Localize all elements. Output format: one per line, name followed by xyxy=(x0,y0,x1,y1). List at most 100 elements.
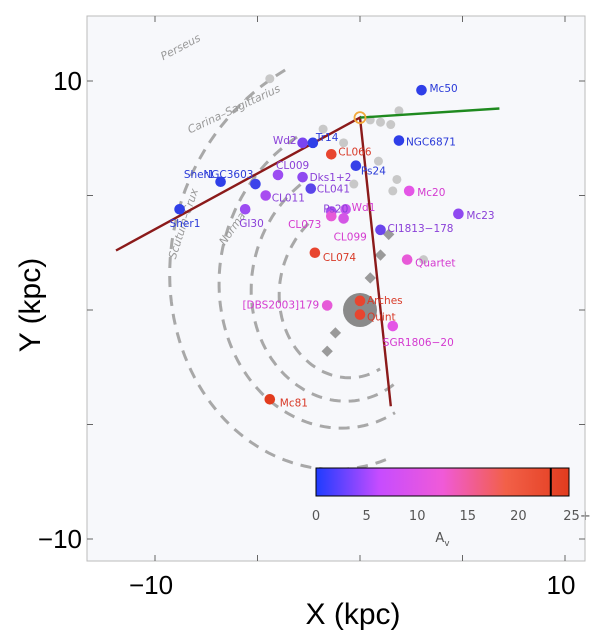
cluster-labels-layer: Mc50 NGC6871 Wd2 Tr14 CL066 Ps24 NGC3603 CL009D… xyxy=(170,83,495,409)
colorbar-tick-label-0: 0 xyxy=(312,509,320,524)
cluster-label-ps24: Ps24 xyxy=(361,166,386,178)
axis-ticks-layer: −10 10 10 −10 xyxy=(38,16,585,600)
cluster-point-sgr1806-20 xyxy=(387,320,399,332)
cluster-label-mc81: Mc81 xyxy=(280,397,308,409)
cluster-point-cl099 xyxy=(338,213,349,224)
cluster-label-cl009: CL009 xyxy=(276,160,309,172)
cluster-point-mc81 xyxy=(264,394,276,405)
cluster-label-gi30: GI30 xyxy=(239,218,264,230)
cluster-label-dbs2003-179: [DBS2003]179 xyxy=(242,299,319,311)
cluster-label-cl041: CL041 xyxy=(317,184,350,196)
y-tick-label-10: 10 xyxy=(53,66,82,96)
x-axis-label: X (kpc) xyxy=(305,598,400,631)
spiral-arm-perseus xyxy=(168,68,392,472)
colorbar-tick-label-15: 15 xyxy=(460,509,477,524)
grey-diamond xyxy=(374,249,387,261)
cluster-point-wd1 xyxy=(340,203,351,215)
cluster-point-mc23 xyxy=(453,208,464,220)
cluster-label-wd2: Wd2 xyxy=(273,135,297,147)
colorbar-tick-label-10: 10 xyxy=(409,509,426,524)
colorbar: 0 5 10 15 20 25+ Av xyxy=(312,467,590,549)
cluster-point-gi30 xyxy=(239,203,251,215)
grey-point xyxy=(349,179,359,189)
cluster-label-cl066: CL066 xyxy=(338,146,372,158)
colorbar-label-main: A xyxy=(435,531,444,546)
grey-diamond xyxy=(364,272,376,284)
cluster-label-wd1: Wd1 xyxy=(352,202,376,214)
cluster-label-sher1: Sher1 xyxy=(184,169,215,181)
colorbar-gradient-bar xyxy=(315,467,570,497)
colorbar-label-sub: v xyxy=(444,539,450,549)
cluster-label-sgr1806-20: SGR1806−20 xyxy=(383,337,454,349)
cluster-label-arches: Arches xyxy=(367,295,403,307)
cluster-point-quint xyxy=(354,309,366,320)
cluster-point-sher1 xyxy=(174,203,185,215)
cluster-point-arches xyxy=(354,295,366,307)
cluster-label-ngc6871: NGC6871 xyxy=(406,137,456,149)
colorbar-tick-label-5: 5 xyxy=(362,509,370,524)
cluster-point-ngc3603 xyxy=(250,178,261,190)
x-tick-label-10: 10 xyxy=(547,570,576,600)
cluster-point-ci1813-178 xyxy=(375,224,386,236)
colorbar-tick-label-20: 20 xyxy=(510,509,527,524)
colorbar-tick-label-25: 25+ xyxy=(563,509,590,524)
spiral-arm-norma xyxy=(277,222,381,380)
grey-diamond xyxy=(329,327,342,339)
cluster-point-cl009 xyxy=(272,169,284,181)
cluster-point-tr14 xyxy=(307,137,319,149)
cluster-point-mc20 xyxy=(403,185,415,197)
cluster-points-layer xyxy=(174,84,464,405)
x-tick-label-10: −10 xyxy=(129,570,173,600)
cluster-label-quint: Quint xyxy=(367,312,396,324)
cluster-point-dbs2003-179 xyxy=(321,300,333,311)
grey-point xyxy=(339,138,349,148)
plot-frame xyxy=(86,15,586,562)
cluster-point-dks1-2 xyxy=(297,171,308,183)
grey-point xyxy=(318,124,328,134)
cluster-point-cl041 xyxy=(305,183,317,194)
cluster-label-quartet: Quartet xyxy=(415,258,455,270)
cluster-label-mc23: Mc23 xyxy=(466,210,494,222)
cluster-point-ps24 xyxy=(350,160,362,172)
cluster-label-ci1813-178: CI1813−178 xyxy=(388,223,454,235)
grey-diamond xyxy=(383,228,395,241)
cluster-point-mc50 xyxy=(416,84,427,96)
y-axis-label: Y (kpc) xyxy=(14,258,47,352)
cluster-point-cl073 xyxy=(326,210,337,222)
cluster-point-quartet xyxy=(401,254,413,265)
grey-point xyxy=(386,120,396,130)
grey-point xyxy=(265,74,275,84)
green-boundary-line xyxy=(359,107,500,119)
cluster-label-cl073: CL073 xyxy=(288,219,321,231)
cluster-label-ps20: Ps20 xyxy=(323,204,348,216)
cluster-label-sher1: Sher1 xyxy=(170,218,201,230)
cluster-point-cl011 xyxy=(260,190,272,201)
grey-diamond xyxy=(321,345,333,357)
cluster-label-cl011: CL011 xyxy=(272,193,305,205)
grey-point xyxy=(376,117,385,127)
grey-point xyxy=(394,106,404,116)
cluster-point-cl066 xyxy=(326,148,337,160)
cluster-point-cl074 xyxy=(309,247,321,259)
cluster-label-mc50: Mc50 xyxy=(430,83,458,95)
cluster-point-sher1 xyxy=(215,176,226,188)
spiral-arm-scutum-crux xyxy=(249,183,395,403)
grey-point xyxy=(373,156,383,166)
cluster-label-cl074: CL074 xyxy=(323,252,357,264)
cluster-point-ngc6871 xyxy=(393,135,405,146)
cluster-label-tr14: Tr14 xyxy=(315,132,339,144)
colorbar-label: Av xyxy=(435,531,450,549)
sun-marker xyxy=(353,111,367,125)
y-tick-label-10: −10 xyxy=(38,524,82,554)
grey-point xyxy=(392,174,402,184)
spiral-arm-carina-sagittarius xyxy=(217,135,396,430)
grey-point xyxy=(419,255,429,265)
cluster-label-ngc3603: NGC3603 xyxy=(203,169,253,181)
cluster-label-dks1-2: Dks1+2 xyxy=(310,172,352,184)
cluster-point-wd2 xyxy=(297,137,308,149)
boundary-lines-layer xyxy=(115,107,500,407)
grey-point xyxy=(388,186,398,196)
cluster-label-cl099: CL099 xyxy=(334,231,367,243)
cluster-label-mc20: Mc20 xyxy=(417,187,445,199)
